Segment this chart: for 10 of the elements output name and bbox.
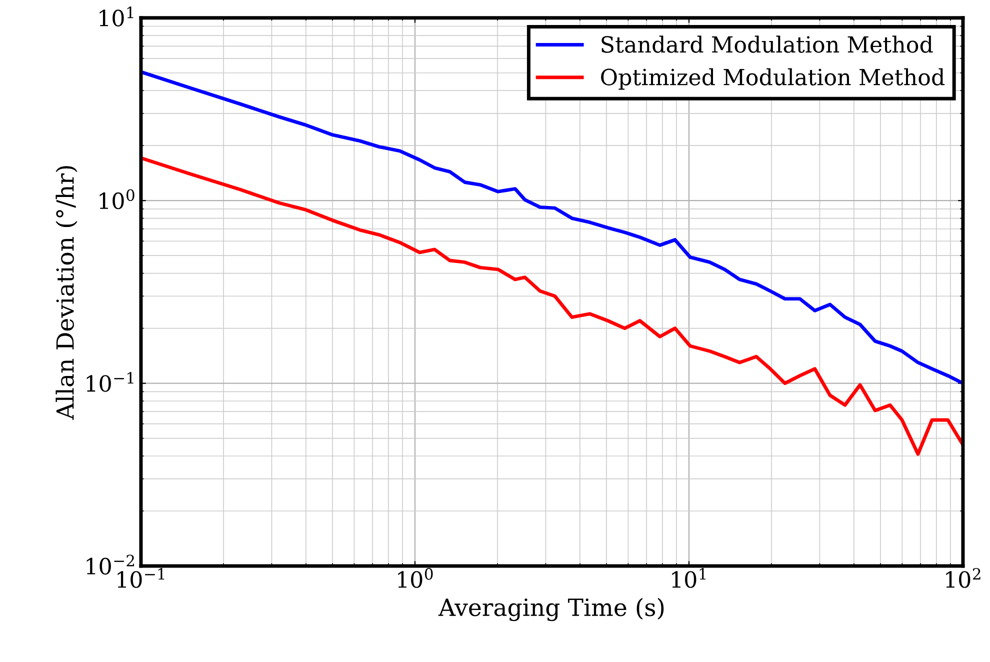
legend-label: Optimized Modulation Method xyxy=(601,68,945,90)
x-tick-label: 10$^{2}$ xyxy=(946,568,980,588)
y-tick-label: 10$^{1}$ xyxy=(100,6,134,26)
y-tick-label: 10$^{0}$ xyxy=(100,189,134,210)
y-tick-label: 10$^{−1}$ xyxy=(86,372,134,392)
x-tick-label: 10$^{1}$ xyxy=(672,568,706,588)
x-axis-title: Averaging Time (s) xyxy=(438,598,664,622)
x-tick-label: 10$^{0}$ xyxy=(398,568,433,588)
y-axis-title: Allan Deviation (°/hr) xyxy=(56,166,78,420)
legend-label: Standard Modulation Method xyxy=(602,36,933,53)
